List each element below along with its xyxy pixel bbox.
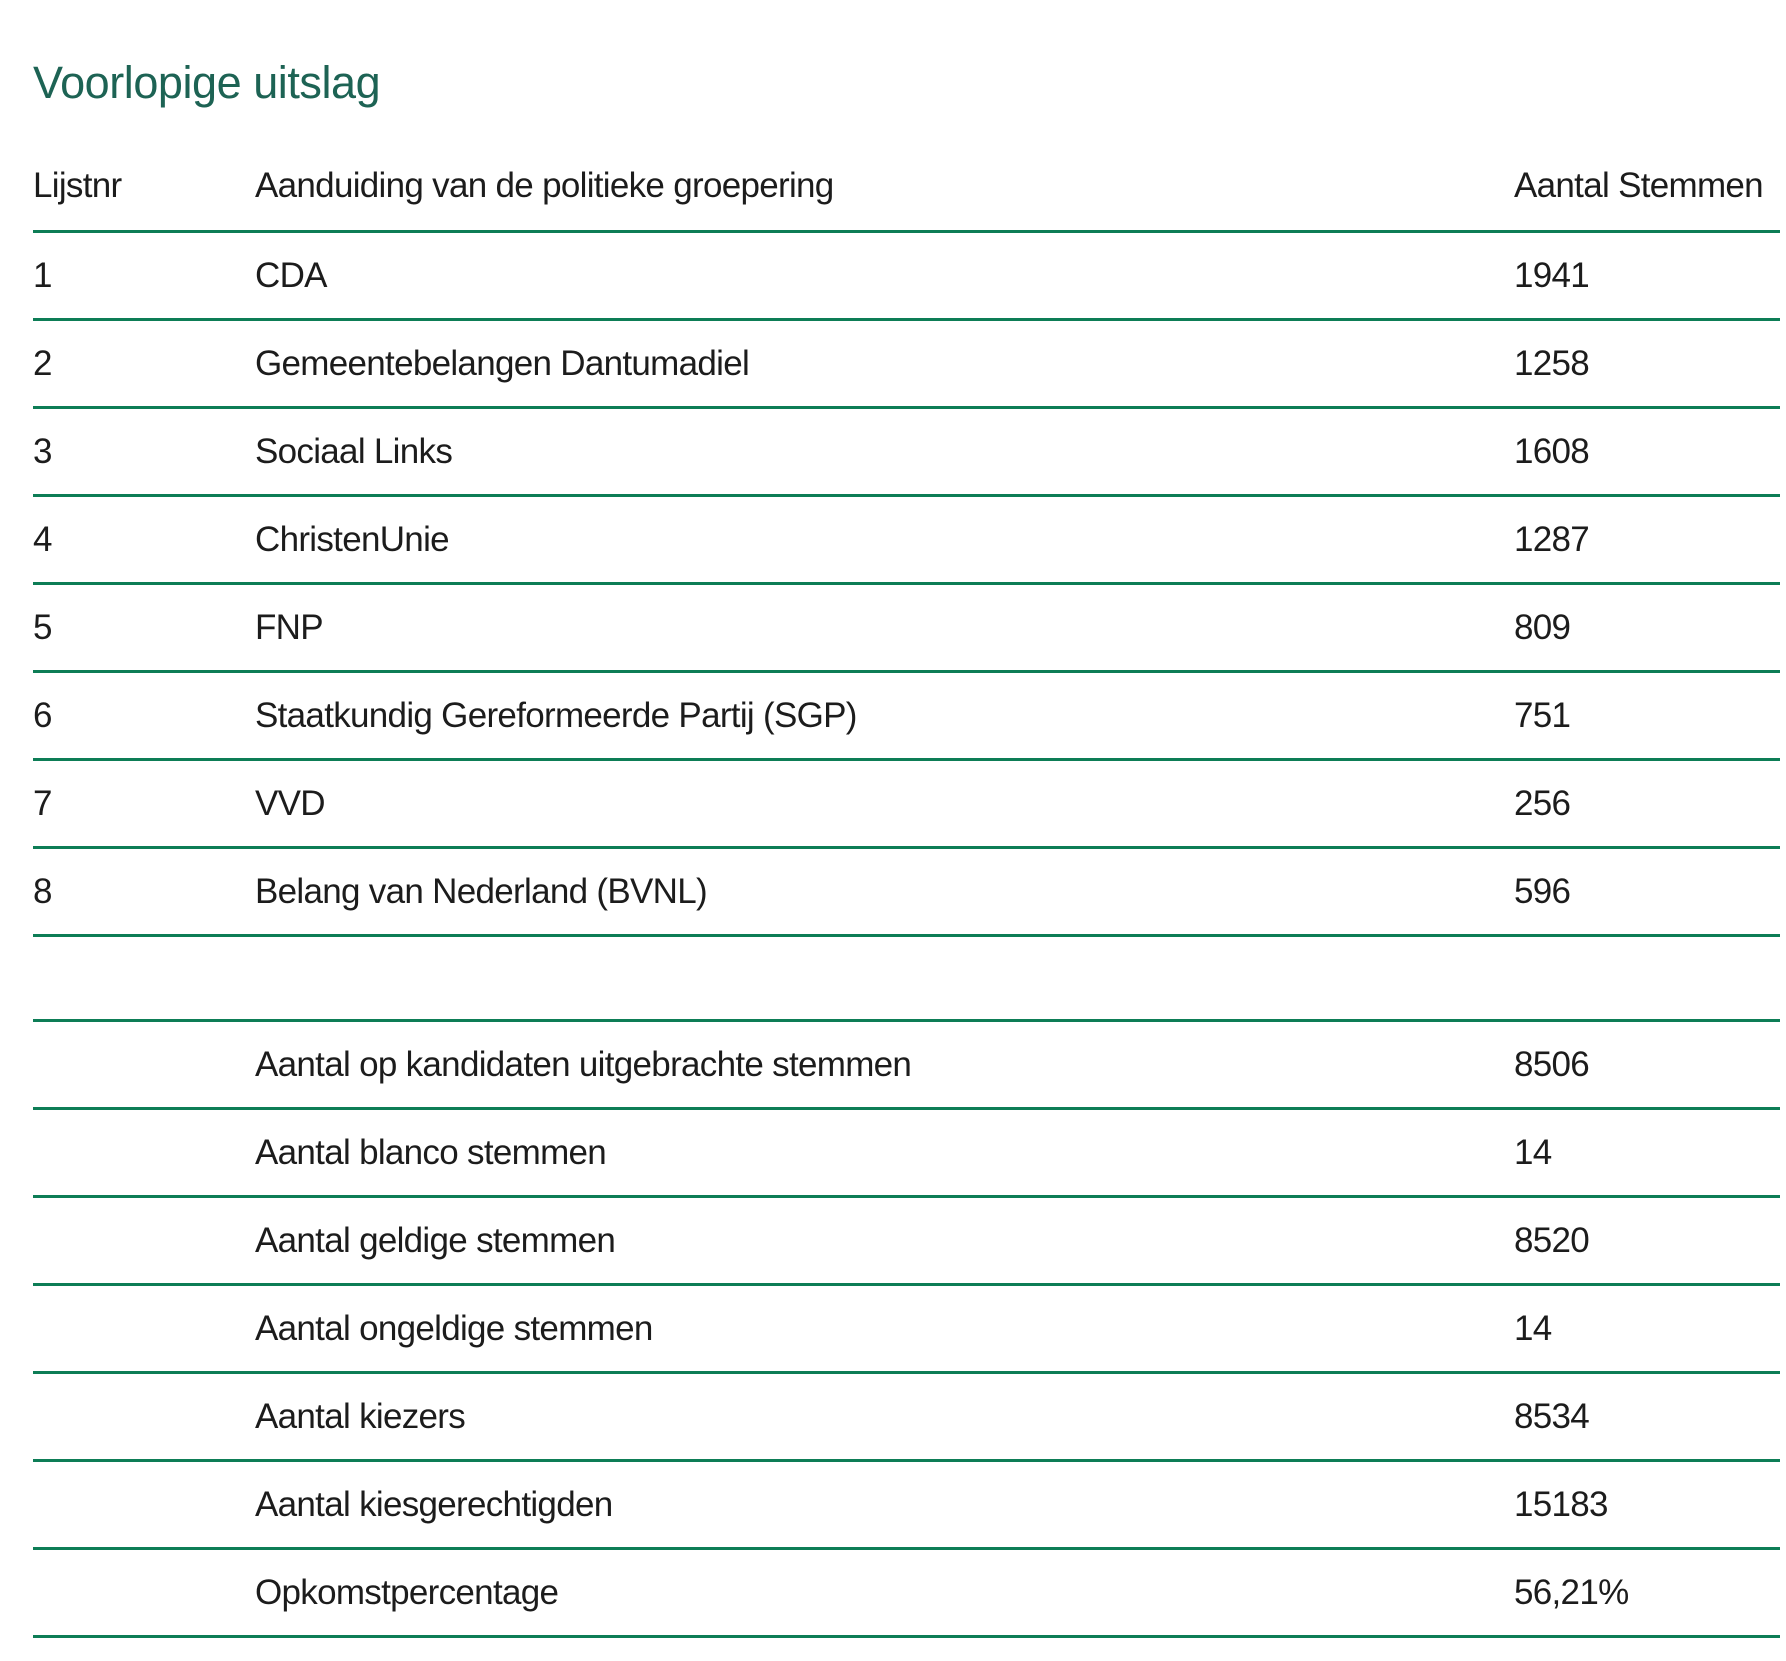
list-number-cell: 4: [33, 519, 52, 559]
party-name-cell: ChristenUnie: [255, 519, 450, 559]
totals-table: Aantal op kandidaten uitgebrachte stemme…: [33, 1019, 1780, 1638]
list-number-cell: 1: [33, 255, 52, 295]
total-label-cell: Aantal ongeldige stemmen: [255, 1308, 653, 1348]
votes-cell: 751: [1514, 695, 1571, 735]
total-value-cell: 14: [1514, 1308, 1552, 1348]
result-row: 6 Staatkundig Gereformeerde Partij (SGP)…: [33, 673, 1780, 761]
total-label-cell: Aantal geldige stemmen: [255, 1220, 616, 1260]
result-row: 5 FNP 809: [33, 585, 1780, 673]
total-value-cell: 14: [1514, 1132, 1552, 1172]
total-row: Aantal kiesgerechtigden 15183: [33, 1462, 1780, 1550]
column-header-lijstnr: Lijstnr: [33, 166, 122, 205]
total-label-cell: Opkomstpercentage: [255, 1572, 559, 1612]
votes-cell: 1287: [1514, 519, 1590, 559]
total-row: Aantal geldige stemmen 8520: [33, 1198, 1780, 1286]
page-content: Voorlopige uitslag Lijstnr Aanduiding va…: [33, 0, 1780, 1638]
total-value-cell: 8506: [1514, 1044, 1590, 1084]
party-name-cell: CDA: [255, 255, 327, 295]
total-row: Opkomstpercentage 56,21%: [33, 1550, 1780, 1638]
total-row: Aantal kiezers 8534: [33, 1374, 1780, 1462]
result-row: 4 ChristenUnie 1287: [33, 497, 1780, 585]
total-row: Aantal op kandidaten uitgebrachte stemme…: [33, 1022, 1780, 1110]
votes-cell: 809: [1514, 607, 1571, 647]
list-number-cell: 6: [33, 695, 52, 735]
party-name-cell: Gemeentebelangen Dantumadiel: [255, 343, 750, 383]
votes-cell: 256: [1514, 783, 1571, 823]
result-row: 2 Gemeentebelangen Dantumadiel 1258: [33, 321, 1780, 409]
results-table-header: Lijstnr Aanduiding van de politieke groe…: [33, 114, 1780, 233]
result-row: 3 Sociaal Links 1608: [33, 409, 1780, 497]
total-value-cell: 8534: [1514, 1396, 1590, 1436]
votes-cell: 596: [1514, 871, 1571, 911]
votes-cell: 1941: [1514, 255, 1590, 295]
result-row: 8 Belang van Nederland (BVNL) 596: [33, 849, 1780, 937]
result-row: 1 CDA 1941: [33, 233, 1780, 321]
votes-cell: 1258: [1514, 343, 1590, 383]
result-row: 7 VVD 256: [33, 761, 1780, 849]
party-name-cell: Sociaal Links: [255, 431, 453, 471]
total-value-cell: 15183: [1514, 1484, 1609, 1524]
party-name-cell: Belang van Nederland (BVNL): [255, 871, 708, 911]
total-label-cell: Aantal kiezers: [255, 1396, 466, 1436]
total-value-cell: 56,21%: [1514, 1572, 1629, 1612]
list-number-cell: 8: [33, 871, 52, 911]
total-row: Aantal blanco stemmen 14: [33, 1110, 1780, 1198]
list-number-cell: 3: [33, 431, 52, 471]
page-title: Voorlopige uitslag: [33, 57, 381, 108]
party-name-cell: FNP: [255, 607, 324, 647]
column-header-aantal-stemmen: Aantal Stemmen: [1514, 166, 1764, 205]
total-value-cell: 8520: [1514, 1220, 1590, 1260]
column-header-groepering: Aanduiding van de politieke groepering: [255, 166, 834, 205]
total-label-cell: Aantal op kandidaten uitgebrachte stemme…: [255, 1044, 912, 1084]
total-label-cell: Aantal blanco stemmen: [255, 1132, 607, 1172]
total-label-cell: Aantal kiesgerechtigden: [255, 1484, 613, 1524]
results-table: Lijstnr Aanduiding van de politieke groe…: [33, 114, 1780, 937]
tables-gap: [33, 937, 1780, 1019]
total-row: Aantal ongeldige stemmen 14: [33, 1286, 1780, 1374]
party-name-cell: VVD: [255, 783, 326, 823]
list-number-cell: 7: [33, 783, 52, 823]
votes-cell: 1608: [1514, 431, 1590, 471]
party-name-cell: Staatkundig Gereformeerde Partij (SGP): [255, 695, 857, 735]
list-number-cell: 5: [33, 607, 52, 647]
list-number-cell: 2: [33, 343, 52, 383]
